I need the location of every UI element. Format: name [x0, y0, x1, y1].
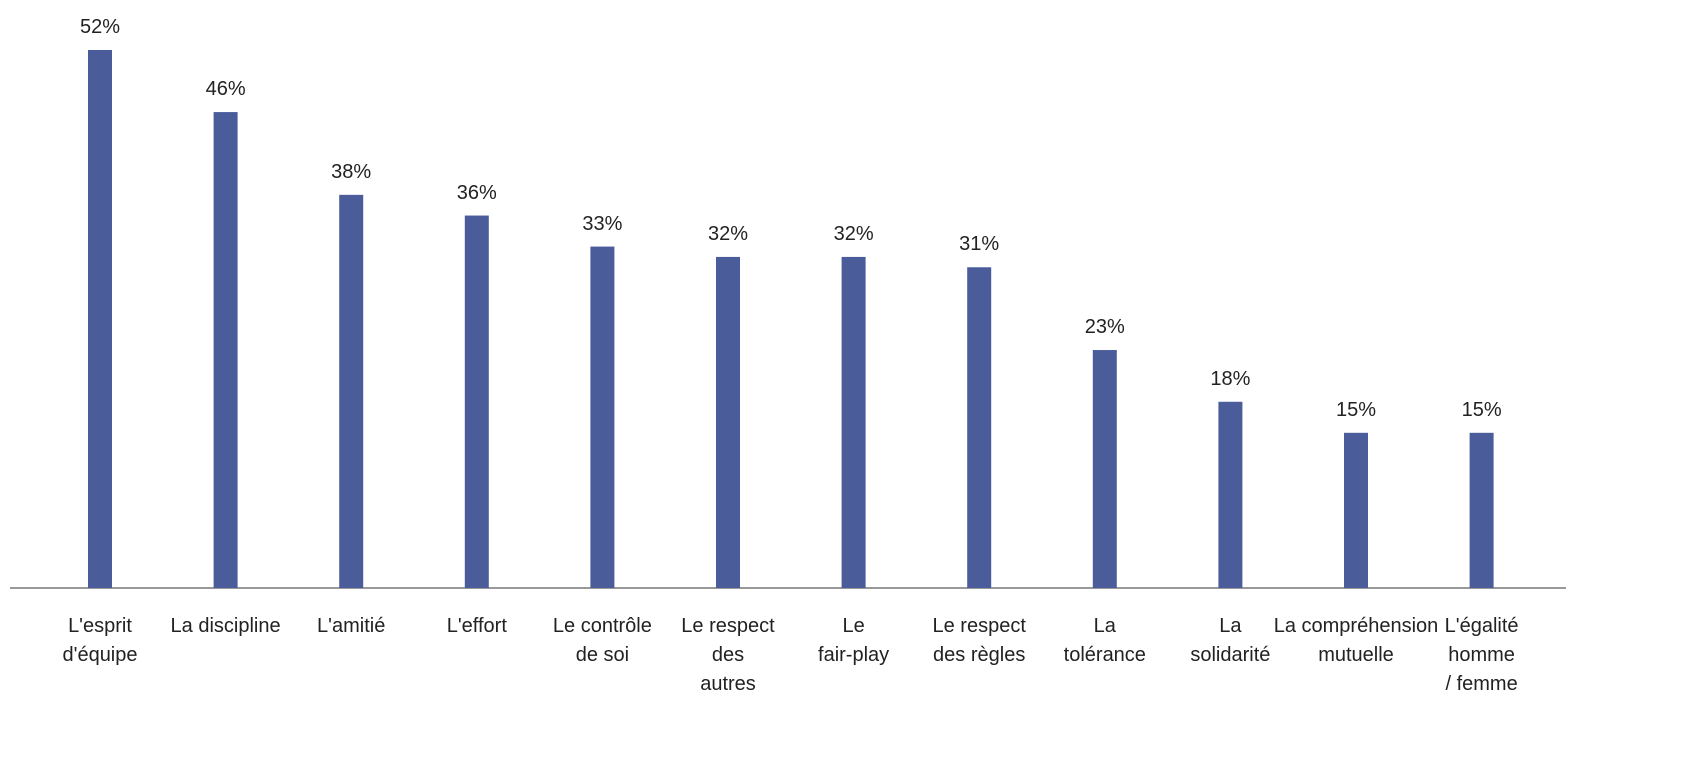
data-label: 15%	[1461, 398, 1502, 421]
data-label: 36%	[456, 181, 497, 204]
data-label: 18%	[1210, 367, 1251, 390]
x-tick-label: Le fair-play	[818, 615, 890, 666]
bar	[967, 267, 992, 588]
bar	[213, 112, 238, 589]
x-tick-label: L'esprit d'équipe	[62, 615, 138, 666]
x-tick-label: La compréhension mutuelle	[1273, 615, 1439, 666]
bar	[339, 194, 364, 588]
x-tick-label: L'effort	[446, 615, 507, 637]
data-label: 38%	[331, 160, 372, 183]
data-label: 33%	[582, 212, 623, 235]
data-label: 32%	[833, 222, 874, 245]
data-label: 32%	[707, 222, 749, 245]
data-label: 23%	[1084, 316, 1125, 339]
data-label: 52%	[79, 16, 121, 38]
x-tick-label: La discipline	[170, 615, 281, 637]
bar	[1218, 401, 1243, 588]
bar	[841, 256, 866, 588]
bar	[464, 215, 489, 589]
data-label: 15%	[1335, 398, 1377, 421]
x-tick-label: La tolérance	[1063, 615, 1146, 666]
x-tick-label: Le contrôle de soi	[552, 615, 652, 666]
bar	[1092, 350, 1117, 588]
data-label: 31%	[959, 233, 1000, 256]
x-tick-label: Le respect des règles	[932, 615, 1026, 666]
bar	[1344, 432, 1368, 588]
x-tick-label: L'amitié	[317, 615, 386, 637]
bar	[88, 50, 112, 588]
bar	[590, 246, 615, 589]
x-tick-label: L'égalité homme / femme	[1444, 615, 1519, 695]
bar	[716, 256, 740, 588]
x-tick-label: Le respect des autres	[681, 615, 775, 695]
data-label: 46%	[205, 78, 246, 101]
x-tick-label: La solidarité	[1190, 615, 1271, 666]
bar	[1469, 432, 1494, 588]
